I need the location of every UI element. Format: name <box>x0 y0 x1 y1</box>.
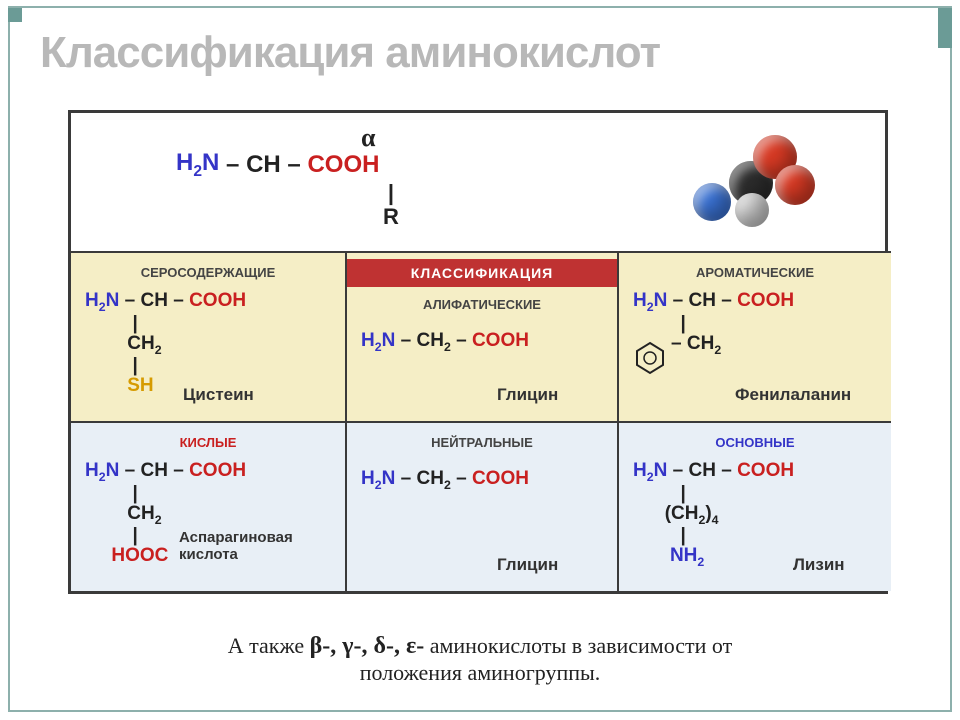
classification-grid: СЕРОСОДЕРЖАЩИЕ H2N – CH – COOH | CH2 | S… <box>71 251 885 591</box>
cell-basic: ОСНОВНЫЕ H2N – CH – COOH | (CH2)4 | NH2 … <box>619 421 891 591</box>
cell-acidic: КИСЛЫЕ H2N – CH – COOH | CH2 | HOOC Аспа… <box>71 421 345 591</box>
footnote: А также β-, γ-, δ-, ε- аминокислоты в за… <box>0 633 960 686</box>
cell-neutral: НЕЙТРАЛЬНЫЕ H2N – CH2 – COOH Глицин <box>345 421 619 591</box>
benzene-ring-icon <box>633 339 667 377</box>
formula-glycine2: H2N – CH2 – COOH <box>355 469 609 492</box>
name-label: Цистеин <box>183 385 254 405</box>
cell-header: СЕРОСОДЕРЖАЩИЕ <box>71 259 345 285</box>
cell-header: КИСЛЫЕ <box>71 429 345 455</box>
general-formula: H2N – CH – COOH <box>176 149 379 181</box>
formula-phenylalanine: H2N – CH – COOH | – CH2 <box>627 291 883 377</box>
name-label: Лизин <box>793 555 845 575</box>
molecule-3d-model <box>687 131 817 231</box>
name-label: Аспарагиноваякислота <box>179 530 293 563</box>
name-label: Глицин <box>497 555 558 575</box>
formula-lysine: H2N – CH – COOH | (CH2)4 | NH2 <box>627 461 883 569</box>
name-label: Фенилаланин <box>735 385 851 405</box>
cell-aliphatic: КЛАССИФИКАЦИЯ АЛИФАТИЧЕСКИЕ H2N – CH2 – … <box>345 251 619 421</box>
cell-header: ОСНОВНЫЕ <box>619 429 891 455</box>
cell-sulfur: СЕРОСОДЕРЖАЩИЕ H2N – CH – COOH | CH2 | S… <box>71 251 345 421</box>
slide-title: Классификация аминокислот <box>40 28 660 78</box>
name-label: Глицин <box>497 385 558 405</box>
formula-glycine: H2N – CH2 – COOH <box>355 331 609 354</box>
klass-header: КЛАССИФИКАЦИЯ <box>347 259 617 287</box>
formula-cysteine: H2N – CH – COOH | CH2 | SH <box>79 291 337 396</box>
cell-header: НЕЙТРАЛЬНЫЕ <box>347 429 617 455</box>
classification-diagram: α H2N – CH – COOH |R СЕРОСОДЕРЖАЩИЕ H2N … <box>68 110 888 594</box>
general-formula-panel: α H2N – CH – COOH |R <box>71 113 885 251</box>
cell-aromatic: АРОМАТИЧЕСКИЕ H2N – CH – COOH | – CH2 Фе… <box>619 251 891 421</box>
cell-header: АРОМАТИЧЕСКИЕ <box>619 259 891 285</box>
general-r-group: |R <box>383 181 399 229</box>
cell-header: АЛИФАТИЧЕСКИЕ <box>347 291 617 317</box>
